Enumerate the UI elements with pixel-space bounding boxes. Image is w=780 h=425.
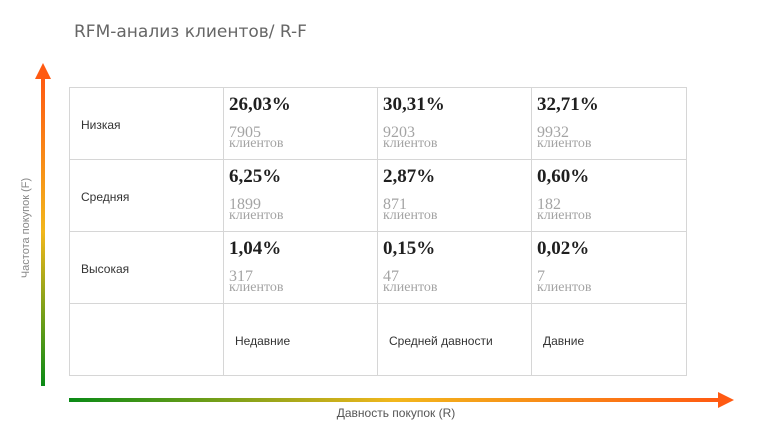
cell-percent: 1,04%: [229, 238, 282, 259]
matrix-cell: 0,60% 182 клиентов: [531, 159, 687, 232]
matrix-cell: 26,03% 7905 клиентов: [223, 87, 378, 160]
cell-count: 317: [229, 268, 253, 285]
cell-count: 182: [537, 196, 561, 213]
rf-matrix-table: Низкая 26,03% 7905 клиентов 30,31% 9203 …: [69, 87, 687, 376]
column-label-medium-recency: Средней давности: [389, 334, 493, 348]
table-row: Недавние Средней давности Давние: [69, 303, 687, 376]
cell-unit: клиентов: [229, 136, 284, 151]
cell-count: 7: [537, 268, 545, 285]
cell-unit: клиентов: [229, 208, 284, 223]
row-label-medium-frequency: Средняя: [81, 190, 130, 204]
cell-unit: клиентов: [229, 280, 284, 295]
table-row: Высокая 1,04% 317 клиентов 0,15% 47 клие…: [69, 231, 687, 304]
column-header-cell: Недавние: [223, 303, 378, 376]
row-header-cell: Высокая: [69, 231, 224, 304]
matrix-cell: 2,87% 871 клиентов: [377, 159, 532, 232]
cell-percent: 26,03%: [229, 94, 291, 115]
recency-axis-arrow: [69, 392, 734, 408]
slide-title: RFM-анализ клиентов/ R-F: [74, 22, 307, 42]
matrix-cell: 0,15% 47 клиентов: [377, 231, 532, 304]
matrix-cell: 32,71% 9932 клиентов: [531, 87, 687, 160]
cell-percent: 30,31%: [383, 94, 445, 115]
cell-count: 871: [383, 196, 407, 213]
cell-unit: клиентов: [537, 136, 592, 151]
cell-count: 7905: [229, 124, 261, 141]
row-label-low-frequency: Низкая: [81, 118, 121, 132]
table-row: Низкая 26,03% 7905 клиентов 30,31% 9203 …: [69, 87, 687, 160]
cell-count: 9203: [383, 124, 415, 141]
table-row: Средняя 6,25% 1899 клиентов 2,87% 871 кл…: [69, 159, 687, 232]
column-label-old: Давние: [543, 334, 585, 348]
cell-unit: клиентов: [383, 280, 438, 295]
empty-corner-cell: [69, 303, 224, 376]
cell-count: 9932: [537, 124, 569, 141]
cell-percent: 0,02%: [537, 238, 590, 259]
cell-count: 47: [383, 268, 399, 285]
column-header-cell: Давние: [531, 303, 687, 376]
cell-count: 1899: [229, 196, 261, 213]
matrix-cell: 0,02% 7 клиентов: [531, 231, 687, 304]
x-axis-label: Давность покупок (R): [336, 406, 456, 420]
cell-percent: 6,25%: [229, 166, 282, 187]
cell-percent: 0,15%: [383, 238, 436, 259]
row-header-cell: Низкая: [69, 87, 224, 160]
cell-percent: 32,71%: [537, 94, 599, 115]
cell-unit: клиентов: [537, 280, 592, 295]
column-label-recent: Недавние: [235, 334, 291, 348]
cell-unit: клиентов: [383, 208, 438, 223]
column-header-cell: Средней давности: [377, 303, 532, 376]
cell-percent: 2,87%: [383, 166, 436, 187]
cell-percent: 0,60%: [537, 166, 590, 187]
y-axis-label: Частота покупок (F): [20, 177, 32, 279]
cell-unit: клиентов: [383, 136, 438, 151]
row-label-high-frequency: Высокая: [81, 262, 130, 276]
matrix-cell: 1,04% 317 клиентов: [223, 231, 378, 304]
cell-unit: клиентов: [537, 208, 592, 223]
matrix-cell: 30,31% 9203 клиентов: [377, 87, 532, 160]
matrix-cell: 6,25% 1899 клиентов: [223, 159, 378, 232]
row-header-cell: Средняя: [69, 159, 224, 232]
frequency-axis-arrow: [35, 63, 51, 386]
